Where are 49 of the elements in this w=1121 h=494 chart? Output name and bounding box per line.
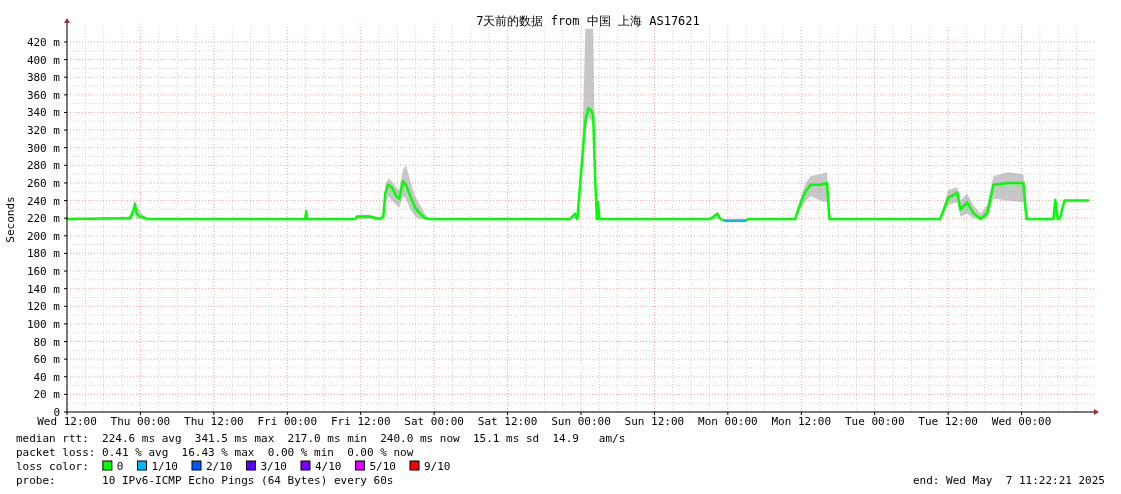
y-tick-label: 260 m xyxy=(26,176,61,190)
y-tick-label: 340 m xyxy=(26,106,61,120)
x-tick-label: Mon 00:00 xyxy=(698,415,758,428)
y-tick-label: 200 m xyxy=(26,229,61,243)
text: end: Wed May 7 11:22:21 2025 xyxy=(912,474,1105,487)
x-tick-label: Fri 12:00 xyxy=(330,415,391,428)
x-tick-label: Fri 00:00 xyxy=(257,415,318,428)
x-tick-label: Thu 12:00 xyxy=(184,415,244,428)
text: probe: 10 IPv6-ICMP Echo Pings (64 Bytes) every 60s xyxy=(16,474,394,487)
text: median rtt: 224.6 ms avg 341.5 ms max 217.0 ms min 240.0 ms now 15.1 ms sd 14.9 am/s xyxy=(16,432,626,445)
y-tick-label: 180 m xyxy=(26,247,61,261)
legend-label: 5/10 xyxy=(369,460,396,473)
y-tick-label: 380 m xyxy=(26,71,61,85)
legend-label: 2/10 xyxy=(205,460,233,473)
y-tick-label: 80 m xyxy=(33,335,61,349)
legend-label: 1/10 xyxy=(151,460,178,473)
y-tick-label: 40 m xyxy=(33,370,61,384)
x-tick-label: Sat 12:00 xyxy=(477,415,538,428)
x-tick-label: Sat 00:00 xyxy=(404,415,464,428)
legend-label: 0 xyxy=(116,460,124,473)
text: packet loss: 0.41 % avg 16.43 % max 0.00 % min 0.00 % now xyxy=(16,446,414,459)
chart-title: 7天前的数据 from 中国 上海 AS17621 xyxy=(476,14,700,28)
x-tick-label: Sun 12:00 xyxy=(624,415,685,428)
y-tick-label: 20 m xyxy=(33,388,61,402)
y-tick-label: 320 m xyxy=(26,124,61,138)
legend-label: 3/10 xyxy=(260,460,287,473)
legend-title: loss color: xyxy=(16,460,89,473)
y-tick-label: 420 m xyxy=(26,35,61,49)
legend-label: 9/10 xyxy=(423,460,451,473)
y-tick-label: 120 m xyxy=(26,300,61,314)
y-tick-label: 160 m xyxy=(26,265,61,279)
y-tick-label: 60 m xyxy=(33,353,61,367)
x-tick-label: Wed 00:00 xyxy=(991,415,1052,428)
y-tick-label: 400 m xyxy=(26,53,61,67)
line-series xyxy=(65,106,1090,223)
y-tick-label: 220 m xyxy=(26,212,61,226)
x-tick-label: Mon 12:00 xyxy=(771,415,832,428)
x-tick-label: Thu 00:00 xyxy=(110,415,171,428)
y-tick-label: 360 m xyxy=(26,88,61,102)
y-tick-label: 140 m xyxy=(26,282,61,296)
legend-label: 4/10 xyxy=(314,460,342,473)
y-tick-label: 280 m xyxy=(26,159,61,173)
x-tick-label: Tue 12:00 xyxy=(918,415,978,428)
y-tick-label: 100 m xyxy=(26,317,61,331)
y-tick-label: 300 m xyxy=(26,141,61,155)
y-axis-title: Seconds xyxy=(4,196,17,243)
x-tick-label: Tue 00:00 xyxy=(844,415,905,428)
y-tick-label: 240 m xyxy=(26,194,61,208)
x-tick-label: Sun 00:00 xyxy=(551,415,611,428)
